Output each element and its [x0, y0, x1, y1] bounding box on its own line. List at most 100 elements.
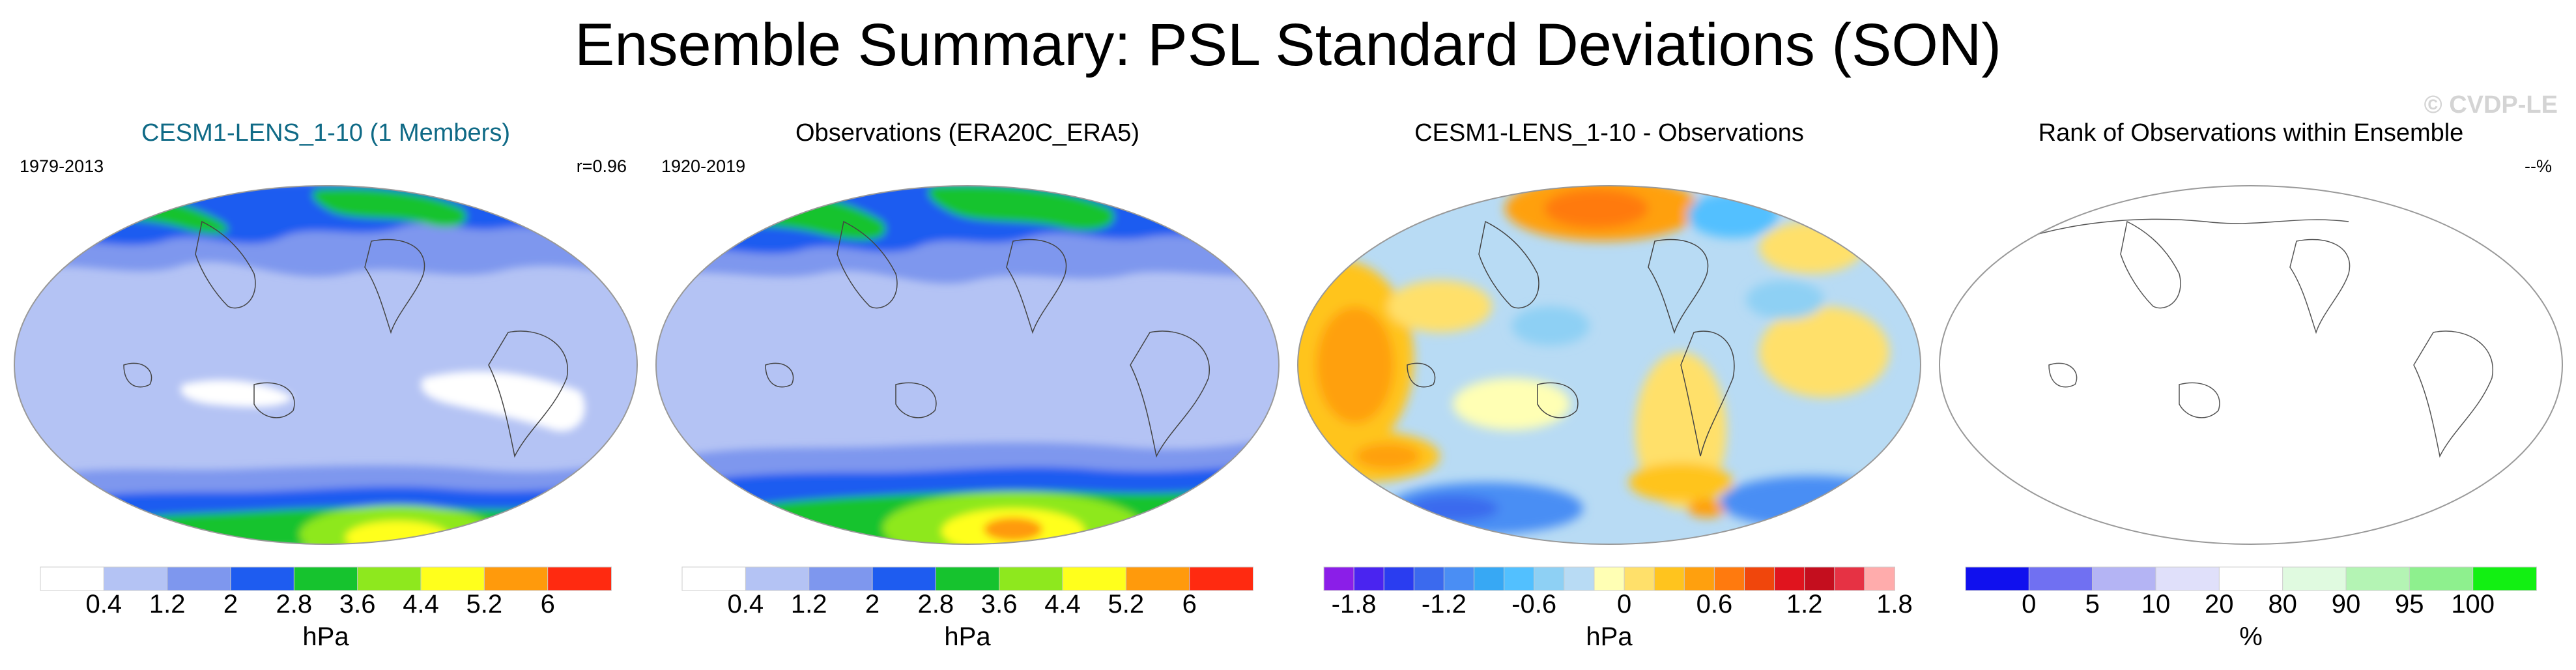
colorbar-swatch [1443, 566, 1475, 591]
colorbar-swatch [2472, 566, 2537, 591]
panel-title: CESM1-LENS_1-10 (1 Members) [141, 119, 510, 147]
colorbar-swatch [1353, 566, 1385, 591]
period-label: 1979-2013 [20, 156, 104, 176]
colorbar-swatch [40, 566, 105, 591]
map-rank [1939, 185, 2563, 545]
main-title: Ensemble Summary: PSL Standard Deviation… [574, 12, 2002, 78]
colorbar-unit: hPa [302, 622, 349, 651]
panel-title: CESM1-LENS_1-10 - Observations [1414, 119, 1804, 147]
colorbar-tick-label: 6 [541, 590, 555, 619]
colorbar-swatch [1653, 566, 1685, 591]
colorbar-tick-label: 3.6 [981, 590, 1018, 619]
colorbar-std-obs: 0.4 1.2 2 2.8 3.6 4.4 5.2 6 hPa [681, 566, 1253, 651]
colorbar-tick-label: 3.6 [339, 590, 376, 619]
watermark: © CVDP-LE [2424, 91, 2558, 119]
colorbar-diff: -1.8 -1.2 -0.6 0 0.6 1.2 1.8 hPa [1323, 566, 1913, 651]
colorbar-swatch [809, 566, 873, 591]
colorbar-swatch [293, 566, 358, 591]
colorbar-tick-label: 10 [2141, 590, 2171, 619]
panel-obs-std: Observations (ERA20C_ERA5) 1920-2019 [648, 117, 1287, 670]
colorbar-tick-label: 4.4 [403, 590, 439, 619]
map-border [14, 185, 638, 545]
colorbar-tick-label: 5.2 [466, 590, 502, 619]
map-border [1297, 185, 1921, 545]
map-border [1939, 185, 2563, 545]
colorbar-swatch [1683, 566, 1715, 591]
colorbar-swatch [1564, 566, 1595, 591]
colorbar-tick-label: 95 [2395, 590, 2424, 619]
colorbar-ticks: 0 5 10 20 80 90 95 100 [2022, 590, 2495, 619]
colorbar-swatch [1965, 566, 2030, 591]
colorbar-boxes [1323, 566, 1896, 591]
period-label: 1920-2019 [661, 156, 746, 176]
map-difference [1297, 185, 1921, 545]
colorbar-swatch [1504, 566, 1535, 591]
coastlines [765, 220, 1210, 458]
colorbar-swatch [420, 566, 485, 591]
colorbar-swatch [1713, 566, 1745, 591]
colorbar-tick-label: 80 [2268, 590, 2297, 619]
colorbar-swatch [2345, 566, 2411, 591]
colorbar-tick-label: 100 [2451, 590, 2495, 619]
colorbar-tick-label: 5 [2085, 590, 2100, 619]
colorbar-tick-label: 2 [865, 590, 880, 619]
colorbar-swatch [1189, 566, 1253, 591]
colorbar-boxes [1965, 566, 2537, 591]
coastlines [123, 220, 569, 458]
colorbar-swatch [2282, 566, 2347, 591]
colorbar-swatch [681, 566, 747, 591]
colorbar-swatch [357, 566, 422, 591]
colorbar-swatch [547, 566, 612, 591]
colorbar-tick-label: 0 [1617, 590, 1631, 619]
field-arctic-green-2 [312, 188, 467, 227]
map-obs-std [655, 185, 1280, 545]
colorbar-swatch [1743, 566, 1775, 591]
colorbar-rank: 0 5 10 20 80 90 95 100 % [1965, 566, 2537, 651]
colorbar-swatch [103, 566, 168, 591]
colorbar-ticks: -1.8 -1.2 -0.6 0 0.6 1.2 1.8 [1332, 590, 1913, 619]
colorbar-tick-label: 90 [2332, 590, 2361, 619]
rank-percent: --% [2525, 156, 2552, 176]
colorbar-unit: hPa [1586, 622, 1633, 651]
colorbar-tick-label: 0 [2022, 590, 2036, 619]
colorbar-tick-label: 5.2 [1108, 590, 1144, 619]
colorbar-swatch [2218, 566, 2283, 591]
colorbar-tick-label: -0.6 [1511, 590, 1556, 619]
colorbar-swatch [167, 566, 231, 591]
colorbar-tick-label: 20 [2205, 590, 2234, 619]
colorbar-tick-label: 4.4 [1044, 590, 1081, 619]
colorbar-swatch [230, 566, 295, 591]
colorbar-tick-label: 2.8 [276, 590, 312, 619]
colorbar-tick-label: -1.2 [1422, 590, 1467, 619]
colorbar-tick-label: 2.8 [917, 590, 954, 619]
panel-difference: CESM1-LENS_1-10 - Observations [1290, 117, 1928, 670]
colorbar-swatch [1323, 566, 1355, 591]
colorbar-swatch [872, 566, 937, 591]
panel-title: Rank of Observations within Ensemble [2038, 119, 2464, 147]
colorbar-swatch [1383, 566, 1415, 591]
field-arctic-green-2 [928, 186, 1115, 231]
colorbar-swatch [1804, 566, 1835, 591]
colorbar-tick-label: 1.2 [149, 590, 186, 619]
colorbar-boxes [40, 566, 612, 591]
colorbar-swatch [1774, 566, 1805, 591]
colorbar-tick-label: 1.2 [791, 590, 827, 619]
colorbar-swatch [1864, 566, 1896, 591]
map-border [655, 185, 1280, 545]
colorbar-swatch [1474, 566, 1505, 591]
colorbar-swatch [999, 566, 1064, 591]
coastlines [1407, 220, 1735, 457]
colorbar-ticks: 0.4 1.2 2 2.8 3.6 4.4 5.2 6 [727, 590, 1196, 619]
map-model-std [14, 185, 638, 545]
colorbar-swatch [1594, 566, 1625, 591]
colorbar-std-model: 0.4 1.2 2 2.8 3.6 4.4 5.2 6 hPa [40, 566, 612, 651]
colorbar-swatch [1413, 566, 1445, 591]
field-southern-orange [984, 517, 1042, 541]
pattern-correlation: r=0.96 [576, 156, 627, 176]
colorbar-tick-label: -1.8 [1332, 590, 1377, 619]
colorbar-tick-label: 1.8 [1876, 590, 1913, 619]
colorbar-swatch [1125, 566, 1190, 591]
coastlines [1996, 218, 2494, 458]
colorbar-tick-label: 6 [1182, 590, 1197, 619]
colorbar-tick-label: 1.2 [1786, 590, 1823, 619]
